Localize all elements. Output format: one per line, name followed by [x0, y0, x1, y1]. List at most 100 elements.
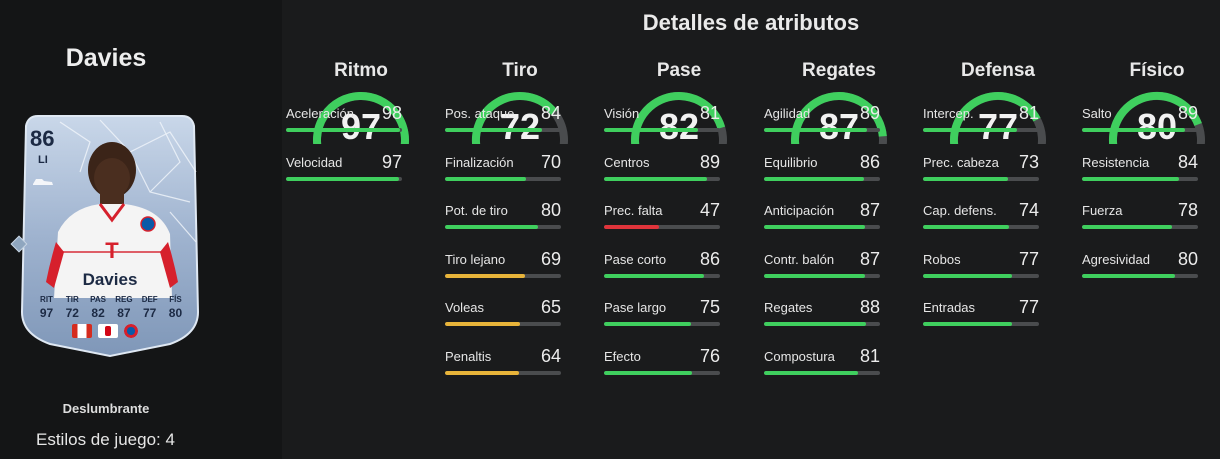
stat-bar-fill — [604, 322, 691, 326]
stat-value: 70 — [540, 152, 561, 172]
group-title: Defensa — [961, 60, 1035, 81]
stat-row: Fuerza 78 — [1082, 200, 1198, 233]
attribute-group-regates: Regates 87 Agilidad 89 Equilibrio 86 Anticipac… — [764, 60, 914, 375]
stat-label: Equilibrio — [764, 155, 818, 170]
stat-value: 87 — [859, 200, 880, 220]
stat-row: Centros 89 — [604, 152, 720, 185]
stat-bar-fill — [764, 177, 864, 181]
card-stat-label: PAS — [90, 295, 107, 304]
stat-label: Aceleración — [286, 106, 354, 121]
bayern-crest-icon — [124, 324, 138, 338]
stat-row: Aceleración 98 — [286, 103, 402, 136]
gauge-arc — [631, 92, 727, 144]
stat-bar-fill — [1082, 274, 1175, 278]
card-rating: 86 — [30, 126, 55, 151]
attribute-group-ritmo: Ritmo 97 Aceleración 98 Velocidad 97 — [286, 60, 436, 181]
stat-label: Resistencia — [1082, 155, 1150, 170]
stat-label: Agilidad — [764, 106, 811, 121]
stat-label: Pase largo — [604, 300, 667, 315]
stat-label: Anticipación — [764, 203, 835, 218]
stat-bar — [1082, 177, 1198, 181]
stat-bar-fill — [604, 371, 693, 375]
card-stat-values: 97 72 82 87 77 80 — [34, 306, 188, 320]
card-stat-value: 80 — [168, 306, 183, 320]
stat-row: Salto 89 — [1082, 103, 1198, 136]
card-stat-value: 77 — [143, 306, 157, 320]
card-background: T — [20, 115, 200, 358]
stat-label: Prec. cabeza — [923, 155, 999, 170]
stat-bar-fill — [923, 128, 1017, 132]
stat-row: Tiro lejano 69 — [445, 249, 561, 282]
stat-row: Cap. defens. 74 — [923, 200, 1039, 233]
stat-value: 80 — [1177, 249, 1198, 269]
stat-label: Entradas — [923, 300, 976, 315]
gauge-fill — [1108, 91, 1202, 144]
stat-bar-fill — [445, 225, 538, 229]
group-title: Pase — [656, 60, 702, 81]
stat-row: Velocidad 97 — [286, 152, 402, 185]
player-card[interactable]: T 86 LI Davies RIT TIR PAS REG DEF FÍS 9… — [20, 112, 200, 358]
stat-value: 81 — [1018, 103, 1039, 123]
stat-bar-fill — [764, 128, 868, 132]
gauge-fill — [313, 92, 409, 144]
stat-label: Agresividad — [1082, 252, 1150, 267]
stat-bar-fill — [1082, 177, 1180, 181]
stat-value: 65 — [540, 297, 561, 317]
stat-bar — [1082, 128, 1198, 132]
stat-bar — [604, 225, 720, 229]
card-stat-label: FÍS — [169, 295, 182, 304]
stat-value: 89 — [1177, 103, 1198, 123]
stat-row: Penaltis 64 — [445, 346, 561, 379]
gauge-arc — [1108, 91, 1205, 144]
stat-bar — [445, 322, 561, 326]
card-stat-value: 87 — [117, 306, 131, 320]
stat-value: 88 — [859, 297, 880, 317]
stat-bar-fill — [923, 322, 1013, 326]
stat-row: Anticipación 87 — [764, 200, 880, 233]
stat-bar-fill — [764, 274, 865, 278]
stat-row: Prec. falta 47 — [604, 200, 720, 233]
stat-row: Efecto 76 — [604, 346, 720, 379]
gauge-fill — [791, 92, 887, 144]
group-gauge: 77 — [948, 90, 1048, 147]
stat-label: Velocidad — [286, 155, 343, 170]
stat-bar-fill — [1082, 225, 1173, 229]
stat-bar — [286, 128, 402, 132]
stat-value: 89 — [699, 152, 720, 172]
card-player-name: Davies — [82, 270, 138, 289]
card-stat-label: REG — [115, 295, 133, 304]
stat-label: Penaltis — [445, 349, 492, 364]
stat-value: 69 — [540, 249, 561, 269]
stat-bar — [764, 371, 880, 375]
stat-label: Regates — [764, 300, 813, 315]
stat-value: 98 — [381, 103, 402, 123]
group-value: 82 — [658, 106, 700, 147]
stat-value: 77 — [1018, 249, 1039, 269]
player-panel: Davies — [0, 0, 282, 459]
stat-row: Resistencia 84 — [1082, 152, 1198, 185]
stat-bar-fill — [764, 322, 867, 326]
stat-row: Pase corto 86 — [604, 249, 720, 282]
stat-label: Pot. de tiro — [445, 203, 508, 218]
gauge-arc — [472, 92, 568, 144]
group-gauge: 80 — [1107, 90, 1207, 147]
group-value: 97 — [340, 106, 382, 147]
stat-bar — [923, 177, 1039, 181]
group-gauge: 72 — [470, 90, 570, 147]
stat-label: Visión — [604, 106, 640, 121]
stat-label: Robos — [923, 252, 961, 267]
stat-value: 89 — [859, 103, 880, 123]
group-value: 72 — [499, 106, 541, 147]
stat-label: Compostura — [764, 349, 835, 364]
gauge-arc — [950, 91, 1046, 144]
stat-row: Pot. de tiro 80 — [445, 200, 561, 233]
stat-value: 84 — [540, 103, 561, 123]
group-value: 80 — [1136, 106, 1178, 147]
card-stat-label: TIR — [65, 295, 79, 304]
stat-value: 84 — [1177, 152, 1198, 172]
stat-bar — [286, 177, 402, 181]
stat-label: Prec. falta — [604, 203, 663, 218]
stat-row: Agilidad 89 — [764, 103, 880, 136]
player-name-heading: Davies — [65, 44, 147, 72]
stat-label: Tiro lejano — [445, 252, 506, 267]
